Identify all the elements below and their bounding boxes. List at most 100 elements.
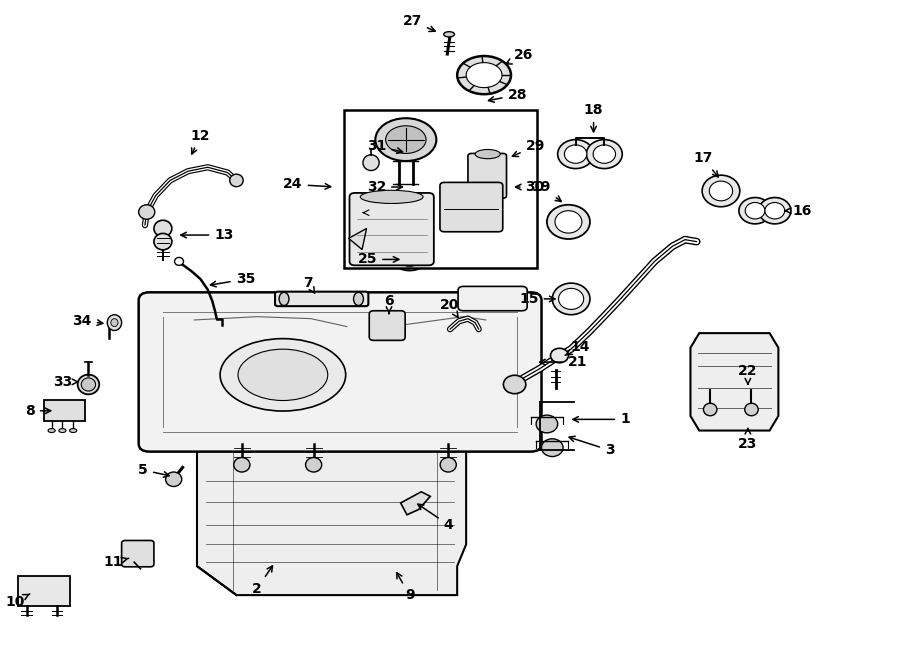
Text: 14: 14 bbox=[565, 340, 590, 356]
Ellipse shape bbox=[238, 349, 328, 401]
Text: 19: 19 bbox=[532, 180, 562, 202]
Ellipse shape bbox=[279, 292, 289, 305]
Text: 10: 10 bbox=[5, 594, 30, 609]
FancyBboxPatch shape bbox=[275, 292, 368, 306]
Text: 26: 26 bbox=[506, 48, 534, 64]
Text: 25: 25 bbox=[357, 253, 399, 266]
Text: 22: 22 bbox=[738, 364, 758, 384]
Ellipse shape bbox=[466, 63, 502, 88]
Text: 11: 11 bbox=[104, 555, 129, 569]
Ellipse shape bbox=[475, 149, 500, 159]
Text: 23: 23 bbox=[738, 428, 758, 451]
Ellipse shape bbox=[234, 457, 250, 472]
Ellipse shape bbox=[744, 403, 758, 416]
Ellipse shape bbox=[555, 211, 582, 233]
Ellipse shape bbox=[558, 139, 594, 169]
Ellipse shape bbox=[69, 428, 76, 432]
Text: 24: 24 bbox=[284, 177, 330, 192]
Text: 1: 1 bbox=[573, 412, 630, 426]
Bar bbox=[44, 401, 85, 421]
FancyBboxPatch shape bbox=[369, 311, 405, 340]
FancyBboxPatch shape bbox=[440, 182, 503, 232]
Text: 17: 17 bbox=[693, 151, 718, 177]
Ellipse shape bbox=[536, 415, 558, 433]
Ellipse shape bbox=[175, 257, 184, 265]
FancyBboxPatch shape bbox=[122, 541, 154, 566]
Text: 5: 5 bbox=[139, 463, 169, 477]
Polygon shape bbox=[348, 229, 366, 250]
Ellipse shape bbox=[553, 283, 590, 315]
Text: 32: 32 bbox=[366, 180, 402, 194]
Ellipse shape bbox=[111, 319, 118, 327]
Ellipse shape bbox=[444, 32, 454, 37]
Ellipse shape bbox=[457, 56, 511, 95]
Bar bbox=[344, 110, 537, 268]
FancyBboxPatch shape bbox=[139, 292, 542, 451]
Ellipse shape bbox=[386, 126, 426, 153]
Ellipse shape bbox=[547, 205, 590, 239]
Ellipse shape bbox=[154, 233, 172, 250]
Ellipse shape bbox=[220, 338, 346, 411]
Text: 9: 9 bbox=[397, 572, 414, 602]
Ellipse shape bbox=[765, 202, 785, 219]
Ellipse shape bbox=[363, 155, 379, 171]
Text: 7: 7 bbox=[303, 276, 315, 293]
Ellipse shape bbox=[587, 139, 622, 169]
Ellipse shape bbox=[759, 198, 791, 224]
Text: 31: 31 bbox=[366, 139, 402, 153]
Text: 28: 28 bbox=[489, 88, 527, 102]
Ellipse shape bbox=[77, 375, 99, 395]
Ellipse shape bbox=[166, 472, 182, 486]
Ellipse shape bbox=[305, 457, 321, 472]
Ellipse shape bbox=[154, 220, 172, 237]
Ellipse shape bbox=[81, 378, 95, 391]
Ellipse shape bbox=[709, 181, 733, 201]
Ellipse shape bbox=[139, 205, 155, 219]
Text: 8: 8 bbox=[25, 404, 50, 418]
Text: 30: 30 bbox=[516, 180, 544, 194]
Text: 15: 15 bbox=[519, 292, 555, 306]
Ellipse shape bbox=[559, 288, 584, 309]
Ellipse shape bbox=[354, 292, 364, 305]
Ellipse shape bbox=[399, 253, 420, 266]
Ellipse shape bbox=[48, 428, 55, 432]
Text: 6: 6 bbox=[384, 294, 394, 313]
Ellipse shape bbox=[551, 348, 569, 363]
Text: 3: 3 bbox=[569, 436, 615, 457]
FancyBboxPatch shape bbox=[349, 193, 434, 265]
Text: 16: 16 bbox=[786, 204, 812, 217]
Bar bbox=[17, 576, 69, 605]
Text: 13: 13 bbox=[181, 228, 234, 242]
Ellipse shape bbox=[702, 175, 740, 207]
FancyBboxPatch shape bbox=[468, 153, 507, 198]
Ellipse shape bbox=[440, 457, 456, 472]
Text: 18: 18 bbox=[584, 103, 603, 132]
Text: 4: 4 bbox=[418, 504, 453, 531]
Ellipse shape bbox=[392, 249, 427, 270]
Text: 2: 2 bbox=[252, 566, 273, 596]
Ellipse shape bbox=[107, 315, 122, 330]
Text: 34: 34 bbox=[73, 313, 103, 328]
Ellipse shape bbox=[593, 145, 616, 163]
Text: 35: 35 bbox=[211, 272, 255, 287]
Ellipse shape bbox=[375, 118, 436, 161]
Ellipse shape bbox=[564, 145, 587, 163]
Text: 12: 12 bbox=[191, 129, 211, 154]
Ellipse shape bbox=[542, 439, 563, 457]
Ellipse shape bbox=[58, 428, 66, 432]
Text: 33: 33 bbox=[53, 375, 78, 389]
Text: 29: 29 bbox=[512, 139, 544, 157]
Ellipse shape bbox=[745, 202, 765, 219]
FancyBboxPatch shape bbox=[458, 286, 527, 311]
Ellipse shape bbox=[503, 375, 526, 394]
Ellipse shape bbox=[360, 190, 423, 204]
Text: 20: 20 bbox=[440, 299, 460, 318]
Ellipse shape bbox=[230, 174, 243, 186]
Ellipse shape bbox=[739, 198, 771, 224]
Polygon shape bbox=[197, 444, 466, 595]
Polygon shape bbox=[690, 333, 778, 430]
Text: 27: 27 bbox=[402, 14, 435, 32]
Ellipse shape bbox=[704, 403, 717, 416]
Polygon shape bbox=[400, 492, 430, 515]
Text: 21: 21 bbox=[540, 355, 587, 369]
